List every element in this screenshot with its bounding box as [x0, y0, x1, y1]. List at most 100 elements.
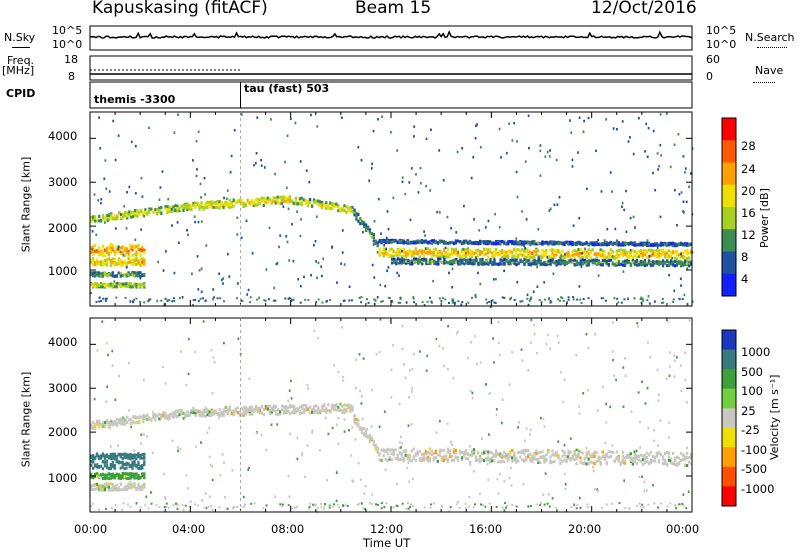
power-ground-clutter [321, 301, 324, 304]
power-ground-clutter [678, 298, 681, 301]
power-speckle [336, 281, 338, 284]
power-cell [406, 250, 409, 254]
velocity-cell [99, 464, 103, 468]
power-cell [653, 243, 657, 247]
power-cell [671, 241, 675, 245]
power-cell [459, 258, 462, 262]
power-cell [319, 200, 322, 204]
power-speckle [649, 263, 652, 266]
velocity-cell [446, 459, 450, 463]
nave-tick-bottom: 0 [706, 70, 713, 83]
nsearch-legend-line [757, 47, 787, 48]
power-speckle [638, 116, 640, 120]
power-ground-clutter [567, 298, 570, 301]
velocity-cell [232, 412, 235, 415]
velocity-speckle [596, 488, 599, 491]
velocity-speckle [180, 350, 182, 353]
velocity-cell [531, 454, 534, 458]
power-ground-clutter [367, 301, 370, 304]
velocity-cell [101, 472, 105, 476]
velocity-cell [319, 409, 322, 413]
power-cell [635, 256, 638, 259]
velocity-cell [276, 412, 280, 416]
velocity-cb-tick-5: -100 [741, 443, 768, 457]
power-cell [135, 272, 138, 276]
power-cell [657, 263, 661, 267]
velocity-speckle [547, 493, 550, 496]
velocity-cell [567, 456, 570, 460]
power-cell [587, 252, 590, 256]
velocity-cell [539, 461, 542, 464]
velocity-cell [192, 406, 195, 410]
power-cell [414, 251, 417, 255]
velocity-cell [222, 414, 225, 417]
power-cell [476, 248, 480, 252]
power-cell [135, 245, 138, 249]
velocity-cell [440, 449, 444, 453]
velocity-cell [503, 454, 506, 458]
power-cell [382, 251, 385, 255]
power-cell [621, 260, 625, 264]
power-cell [491, 251, 494, 255]
power-cell [101, 254, 105, 258]
power-cell [188, 207, 191, 211]
velocity-ground-clutter [129, 505, 132, 508]
velocity-speckle [360, 502, 363, 505]
power-speckle [392, 196, 395, 200]
velocity-ground-clutter [628, 507, 631, 510]
velocity-ground-clutter [429, 506, 432, 509]
velocity-cell [258, 410, 262, 414]
power-cell [641, 249, 645, 253]
power-cell [102, 214, 105, 217]
power-speckle [549, 207, 552, 210]
velocity-ground-clutter [281, 505, 284, 508]
velocity-speckle [549, 347, 551, 351]
power-cell [117, 257, 120, 261]
power-cell [343, 204, 346, 208]
power-cell [589, 256, 592, 260]
velocity-cell [645, 451, 649, 455]
velocity-speckle [578, 405, 580, 408]
velocity-speckle [592, 469, 595, 473]
power-speckle [167, 198, 170, 201]
power-cell [657, 255, 661, 259]
velocity-cell [297, 407, 300, 411]
power-cell [665, 259, 669, 263]
power-speckle [627, 140, 630, 143]
velocity-cell [460, 456, 464, 460]
velocity-cell [287, 406, 290, 410]
power-cell [192, 203, 195, 207]
velocity-cell [495, 452, 498, 456]
power-speckle [255, 152, 258, 155]
velocity-cell [287, 409, 290, 413]
power-cell [615, 256, 618, 260]
power-speckle [381, 115, 383, 118]
power-cell [182, 206, 185, 210]
velocity-cell [661, 455, 665, 459]
power-speckle [173, 131, 176, 134]
velocity-cell [164, 411, 167, 415]
velocity-cell [97, 465, 101, 468]
power-speckle [684, 171, 686, 174]
velocity-cell [176, 414, 179, 418]
power-cell [605, 241, 608, 245]
power-cell [94, 215, 97, 219]
power-cell [321, 203, 324, 207]
power-speckle [286, 240, 289, 244]
power-ground-clutter [572, 296, 575, 299]
power-cell [282, 195, 285, 199]
power-cell [434, 239, 437, 243]
velocity-ground-clutter [281, 503, 284, 506]
velocity-speckle [573, 503, 576, 506]
power-cell [511, 240, 514, 244]
velocity-ground-clutter [218, 506, 221, 509]
velocity-cell [603, 456, 606, 460]
velocity-cell [120, 417, 123, 421]
power-y-tick-1000: 1000 [48, 264, 78, 278]
power-speckle [195, 140, 198, 143]
power-speckle [659, 215, 662, 219]
power-cell [547, 262, 550, 266]
velocity-speckle [378, 454, 380, 457]
velocity-ground-clutter [481, 504, 484, 506]
power-cell [378, 239, 381, 243]
